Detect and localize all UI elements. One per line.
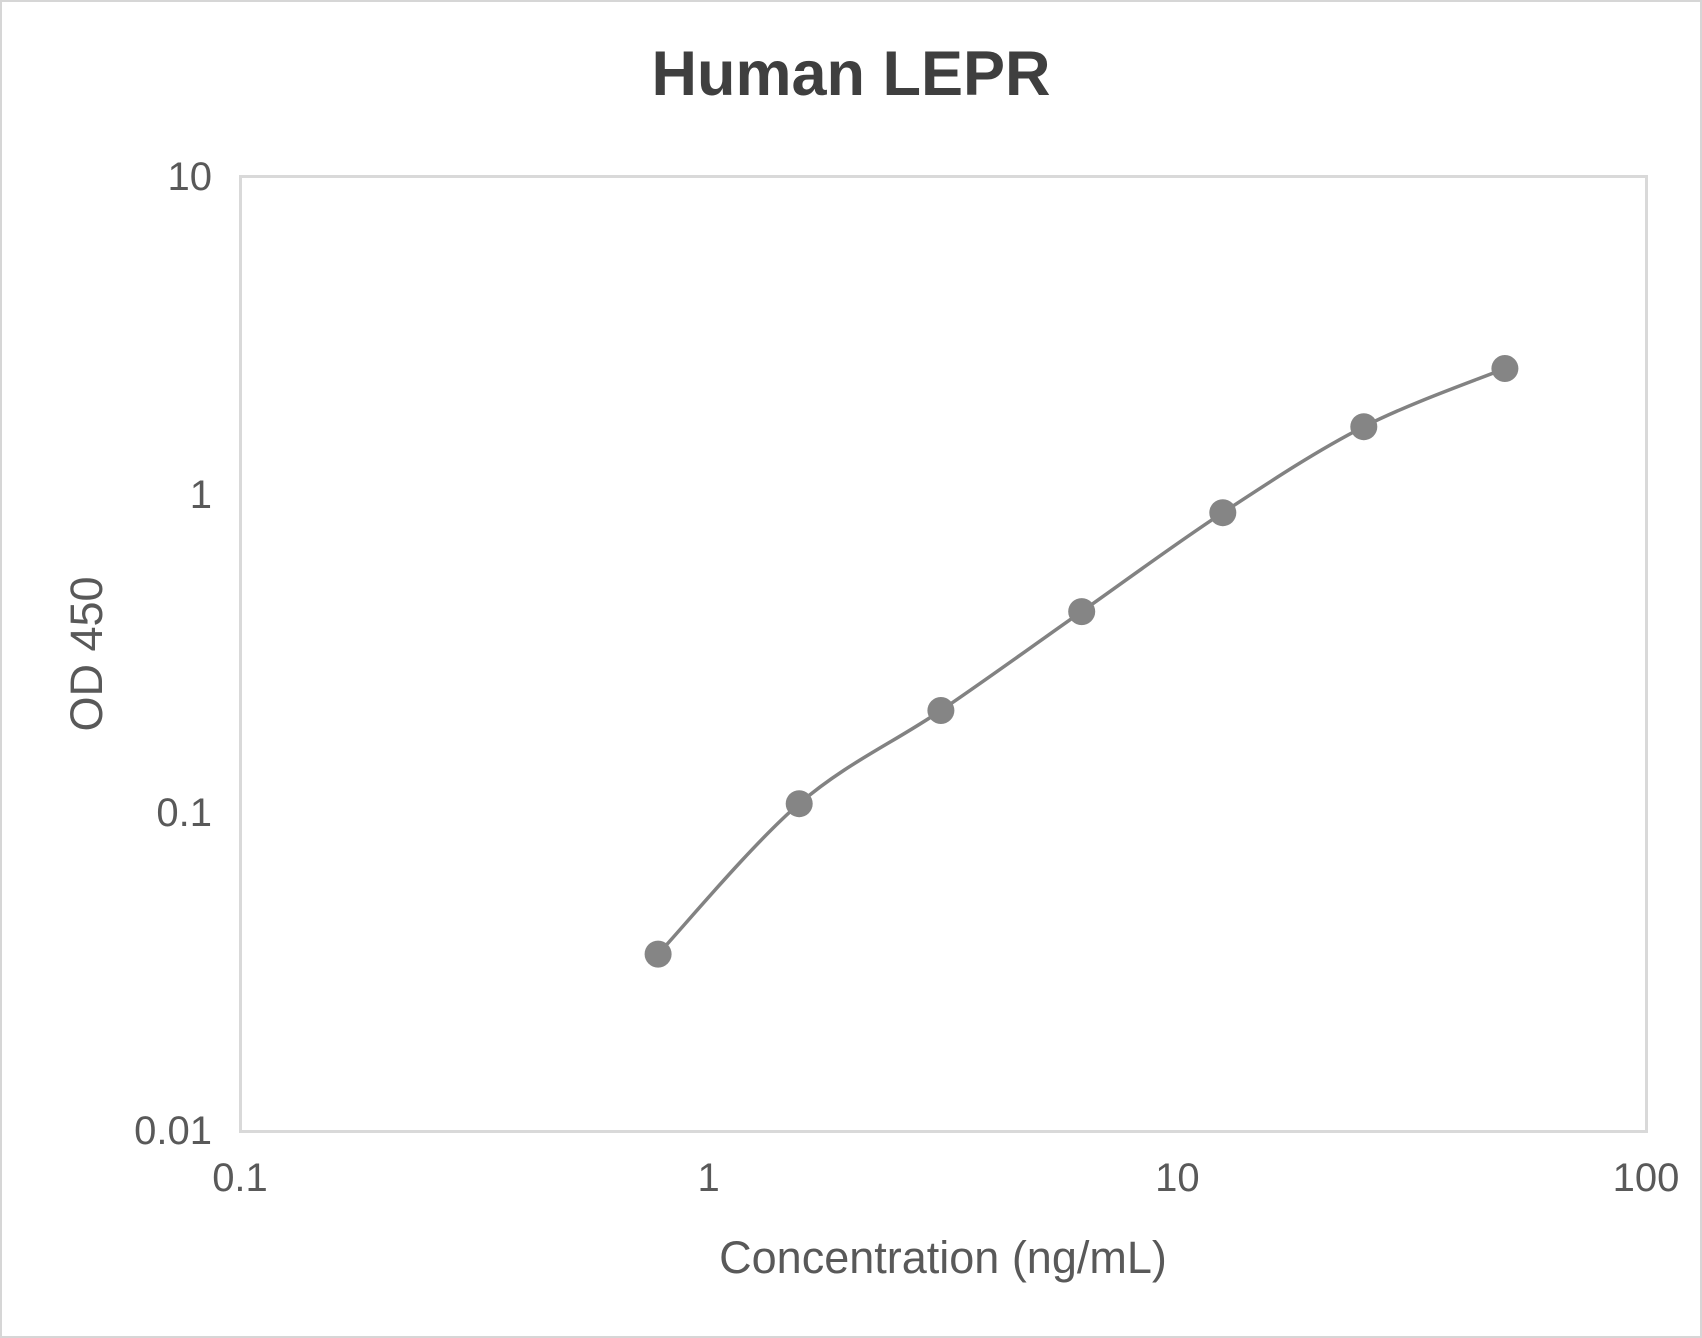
- y-tick-label: 0.01: [134, 1109, 212, 1153]
- x-tick-label: 100: [1612, 1156, 1680, 1200]
- y-tick-label: 0.1: [156, 791, 212, 835]
- series-curve: [656, 366, 1506, 956]
- series-svg: [644, 355, 1519, 968]
- data-point-marker: [1068, 598, 1096, 626]
- plot-area: [239, 175, 1648, 1133]
- x-axis-title: Concentration (ng/mL): [719, 1232, 1167, 1283]
- data-point-marker: [1209, 499, 1237, 527]
- x-tick-label: 10: [1155, 1156, 1200, 1200]
- data-point-marker: [1350, 413, 1378, 441]
- x-tick-label: 1: [697, 1156, 720, 1200]
- chart-title: Human LEPR: [651, 39, 1051, 109]
- data-point-marker: [927, 697, 955, 724]
- x-tick-label: 0.1: [212, 1156, 268, 1200]
- data-point-marker: [785, 790, 813, 818]
- data-point-marker: [1491, 355, 1519, 382]
- y-tick-label: 1: [189, 473, 212, 517]
- data-point-marker: [644, 940, 672, 968]
- y-tick-label: 10: [167, 155, 213, 199]
